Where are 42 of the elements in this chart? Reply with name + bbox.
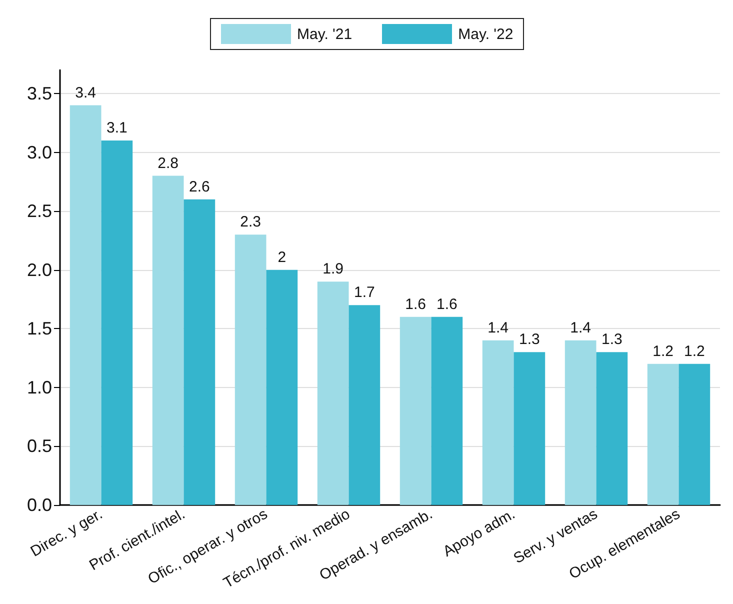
data-label: 3.1 [106,120,128,137]
bar [678,364,710,505]
bar [400,316,432,505]
y-tick-label: 1.5 [26,318,52,339]
data-label: 2.6 [188,178,210,196]
data-label: 1.4 [570,319,592,336]
bar [101,140,133,505]
bar [152,176,184,505]
y-tick-label: 3.5 [26,84,52,104]
bar [514,352,546,505]
data-label: 1.3 [601,331,622,348]
y-tick-label: 2.5 [26,201,52,222]
data-label: 1.7 [354,284,375,302]
data-label: 2.3 [240,214,262,231]
bar [348,305,380,505]
y-tick-label: 0.5 [26,436,52,456]
data-label: 1.2 [652,342,674,360]
data-label: 1.3 [518,331,540,348]
bar [564,340,596,505]
bar [234,234,266,505]
data-label: 1.6 [436,296,458,313]
data-label: 2.8 [158,154,179,172]
data-label: 1.6 [405,296,426,313]
bar [317,282,349,505]
y-tick-label: 1.0 [26,377,52,398]
bar [431,316,463,505]
y-tick-label: 3.0 [26,142,52,162]
bar [266,270,298,505]
data-label: 1.4 [488,319,509,336]
y-tick-label: 0.0 [26,495,52,515]
legend-label: May. '21 [297,26,352,42]
legend-label: May. '22 [458,26,514,42]
data-label: 2 [278,248,286,266]
bar [647,364,679,505]
bar [482,340,514,505]
bar [596,352,628,505]
data-label: 1.9 [322,260,344,278]
bar [184,199,216,505]
y-tick-label: 2.0 [26,260,52,280]
data-label: 3.4 [75,84,96,102]
data-label: 1.2 [684,342,705,360]
bar [70,105,102,505]
